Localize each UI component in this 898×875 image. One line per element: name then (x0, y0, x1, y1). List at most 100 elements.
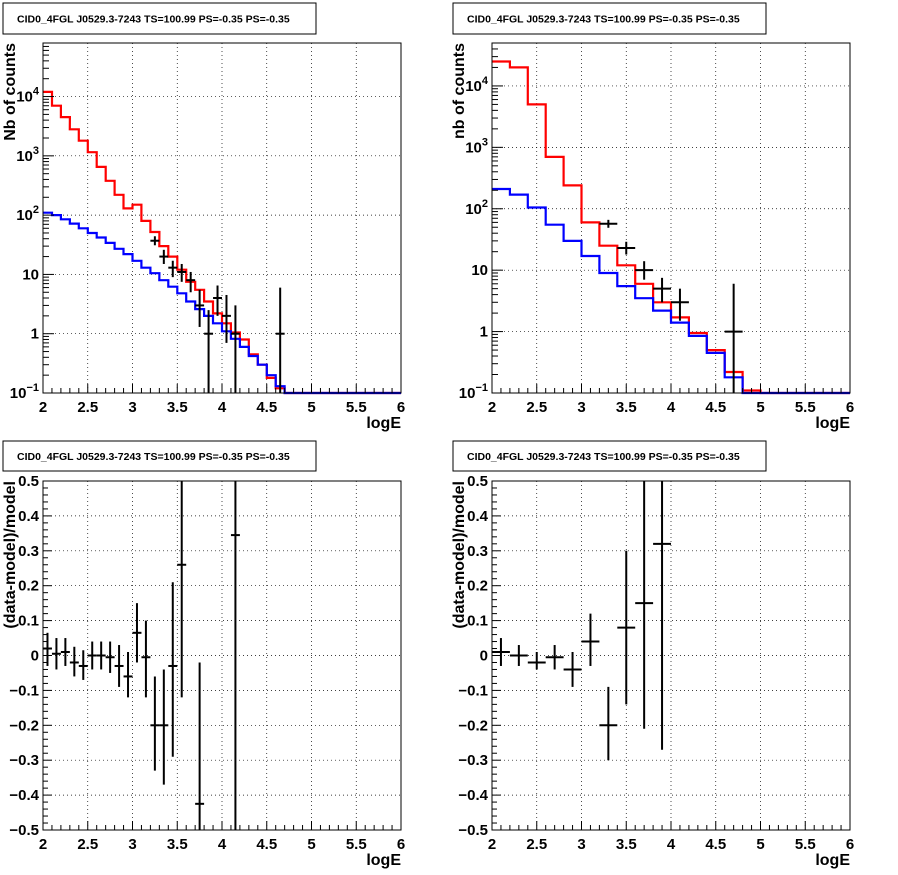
data-point-3 (635, 261, 654, 280)
y-tick-label: 102 (16, 204, 39, 224)
x-tick-label: 3.5 (616, 399, 637, 416)
x-tick-label: 2 (39, 836, 47, 853)
y-tick-label: 0 (31, 648, 39, 665)
x-tick-label: 5 (307, 399, 315, 416)
y-tick-label: 102 (465, 198, 488, 218)
x-tick-label: 3 (577, 836, 585, 853)
data-point-7 (204, 310, 214, 393)
x-tick-label: 6 (846, 836, 854, 853)
data-point-10 (653, 481, 671, 750)
data-point-8 (617, 550, 636, 705)
data-point-2 (617, 241, 636, 255)
x-tick-label: 4 (218, 836, 227, 853)
data-point-13 (150, 676, 160, 771)
data-point-6 (195, 289, 205, 327)
panel-4: 2 2.5 3 3.5 4 4.5 5 5.5 6 −0.5 −0.4 −0.3 −0.2 −0.1 0 0.… (451, 440, 854, 869)
data-point-7 (96, 641, 106, 670)
x-tick-label: 5.5 (795, 836, 816, 853)
y-tick-label: 0.4 (18, 508, 40, 525)
x-tick-label: 3.5 (167, 836, 188, 853)
data-point-6 (87, 641, 97, 670)
x-tick-label: 6 (397, 399, 405, 416)
y-tick-label: −0.1 (458, 682, 488, 699)
data-point-3 (527, 652, 546, 670)
x-tick-label: 2 (488, 836, 496, 853)
x-tick-label: 3 (577, 399, 585, 416)
x-tick-label: 6 (397, 836, 405, 853)
x-tick-label: 5.5 (795, 399, 816, 416)
x-tick-label: 4.5 (256, 836, 277, 853)
y-tick-label: 10 (471, 262, 488, 279)
plot-area (492, 43, 850, 393)
x-tick-label: 5 (756, 399, 764, 416)
title-box (2, 440, 317, 472)
title-box (2, 2, 317, 35)
y-axis-title: Nb of counts (2, 43, 19, 141)
y-tick-label: 1 (31, 326, 39, 343)
x-tick-label: 4 (667, 836, 676, 853)
panel-2: 2 2.5 3 3.5 4 4.5 5 5.5 6 10−1 1 10 102 103 104 logE nb … (451, 2, 854, 432)
data-point-4 (653, 277, 671, 303)
data-point-5 (186, 271, 196, 293)
y-tick-label: 10−1 (10, 382, 39, 402)
data-point-1 (492, 638, 510, 666)
data-point-4 (177, 263, 187, 282)
x-tick-label: 5 (756, 836, 764, 853)
data-point-8 (105, 641, 115, 673)
x-tick-label: 3 (128, 836, 136, 853)
y-tick-label: 0.3 (18, 543, 39, 560)
x-tick-label: 2 (39, 399, 47, 416)
x-tick-label: 4 (667, 399, 676, 416)
x-axis-title: logE (366, 415, 401, 432)
y-axis-title: (data-model)/model (451, 481, 468, 629)
y-tick-label: 104 (465, 75, 489, 95)
x-tick-label: 5 (307, 836, 315, 853)
chart-title: CID0_4FGL J0529.3-7243 TS=100.99 PS=-0.3… (467, 14, 740, 26)
title-box (452, 440, 767, 472)
plot-area (43, 43, 401, 393)
y-tick-label: 1 (480, 324, 488, 341)
data-point-16 (177, 481, 187, 698)
x-tick-label: 2.5 (526, 399, 547, 416)
data-point-4 (545, 645, 564, 670)
data-point-9 (222, 294, 231, 343)
data-point-4 (69, 646, 79, 677)
x-tick-label: 5.5 (346, 399, 367, 416)
x-axis-title: logE (366, 852, 401, 869)
x-tick-label: 3.5 (167, 399, 188, 416)
data-point-3 (168, 260, 178, 278)
data-point-12 (141, 620, 151, 698)
x-tick-label: 4 (218, 399, 227, 416)
x-tick-label: 4.5 (256, 399, 277, 416)
data-point-15 (168, 582, 178, 757)
y-tick-label: 103 (16, 145, 39, 165)
y-tick-label: 10−1 (459, 382, 488, 402)
data-point-14 (159, 669, 169, 785)
y-tick-label: 0.5 (18, 473, 39, 490)
x-tick-label: 6 (846, 399, 854, 416)
data-point-6 (581, 613, 600, 666)
y-tick-label: 0.2 (18, 578, 39, 595)
y-tick-label: −0.4 (458, 787, 488, 804)
data-point-10 (123, 652, 133, 698)
data-point-6 (724, 283, 743, 393)
data-point-18 (230, 481, 240, 830)
data-point-10 (230, 305, 240, 393)
y-tick-label: 0.1 (18, 613, 39, 630)
y-axis-title: nb of counts (451, 43, 468, 139)
data-point-11 (275, 287, 285, 393)
chart-title: CID0_4FGL J0529.3-7243 TS=100.99 PS=-0.3… (17, 14, 290, 26)
data-point-5 (78, 650, 88, 680)
data-point-1 (150, 236, 160, 246)
y-tick-label: 0.4 (467, 508, 489, 525)
data-point-9 (635, 481, 654, 729)
x-tick-label: 4.5 (705, 836, 726, 853)
y-tick-label: −0.2 (458, 717, 488, 734)
panel-1: 2 2.5 3 3.5 4 4.5 5 5.5 6 10−1 1 10 102 103 104 logE Nb … (2, 2, 405, 432)
data-point-2 (51, 638, 61, 670)
x-tick-label: 2.5 (526, 836, 547, 853)
y-tick-label: −0.2 (9, 717, 39, 734)
title-box (452, 2, 767, 35)
x-tick-label: 4.5 (705, 399, 726, 416)
